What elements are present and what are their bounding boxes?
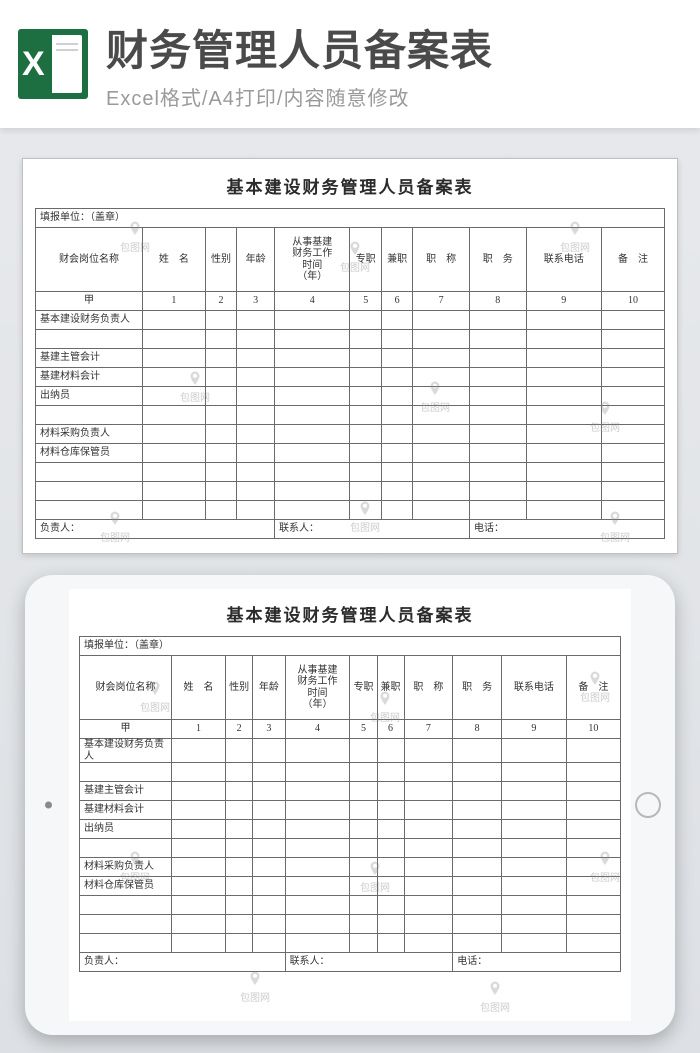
tablet-screen: 基本建设财务管理人员备案表 填报单位：（盖章） 财会岗位名称 姓 名 性别 年龄… [69, 589, 631, 1021]
col-header-parttime: 兼职 [381, 228, 412, 292]
col-header-gender: 性别 [205, 228, 236, 292]
col-header-position: 财会岗位名称 [36, 228, 143, 292]
table-row: 出纳员 [36, 387, 665, 406]
col-header-duty: 职 务 [469, 228, 526, 292]
col-header-name: 姓 名 [142, 228, 205, 292]
col-header-fulltime: 专职 [350, 228, 381, 292]
table-row: 基本建设财务负责人 [36, 311, 665, 330]
table-row: 基建材料会计 [36, 368, 665, 387]
camera-icon [45, 802, 52, 809]
sheet-title-tablet: 基本建设财务管理人员备案表 [79, 601, 621, 626]
col-header-age: 年龄 [237, 228, 275, 292]
col-header-duration: 从事基建 财务工作 时间 （年） [275, 228, 350, 292]
header-banner: X 财务管理人员备案表 Excel格式/A4打印/内容随意修改 [0, 0, 700, 128]
table-row [36, 330, 665, 349]
sheet-title: 基本建设财务管理人员备案表 [35, 173, 665, 198]
index-row: 甲 1 2 3 4 5 6 7 8 9 10 [36, 292, 665, 311]
table-row [36, 482, 665, 501]
tablet-mockup: 基本建设财务管理人员备案表 填报单位：（盖章） 财会岗位名称 姓 名 性别 年龄… [25, 575, 675, 1035]
table-row [36, 463, 665, 482]
table-row: 基建主管会计 [36, 349, 665, 368]
table-row: 材料采购负责人 [36, 425, 665, 444]
footer-row: 负责人： 联系人： 电话： [36, 520, 665, 539]
unit-label: 填报单位：（盖章） [36, 209, 665, 228]
page-subtitle: Excel格式/A4打印/内容随意修改 [106, 82, 493, 111]
form-table: 填报单位：（盖章） 财会岗位名称 姓 名 性别 年龄 从事基建 财务工作 时间 … [35, 208, 665, 539]
table-row [36, 406, 665, 425]
col-header-remark: 备 注 [602, 228, 665, 292]
table-row: 材料仓库保管员 [36, 444, 665, 463]
excel-icon-letter: X [22, 47, 45, 81]
col-header-phone: 联系电话 [526, 228, 601, 292]
home-button-icon [635, 792, 661, 818]
page-title: 财务管理人员备案表 [106, 17, 493, 78]
spreadsheet-preview: 基本建设财务管理人员备案表 填报单位：（盖章） 财会岗位名称 姓 名 性别 [22, 158, 678, 554]
table-row [36, 501, 665, 520]
form-table-tablet: 填报单位：（盖章） 财会岗位名称 姓 名 性别 年龄 从事基建 财务工作 时间 … [79, 636, 621, 972]
col-header-title: 职 称 [413, 228, 470, 292]
excel-icon: X [18, 29, 88, 99]
